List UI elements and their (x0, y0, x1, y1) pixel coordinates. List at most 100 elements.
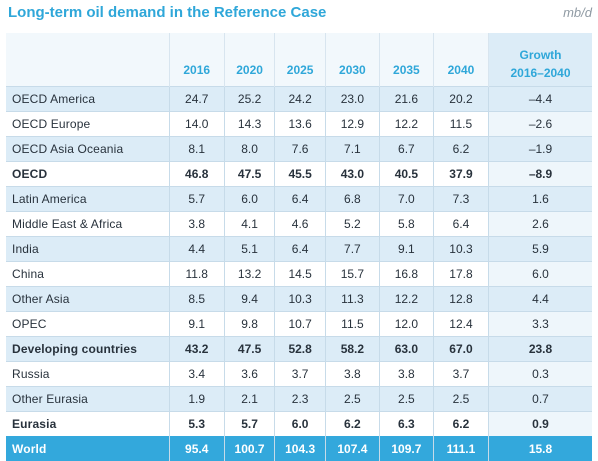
value-cell-2016: 4.4 (169, 237, 224, 262)
unit-label: mb/d (563, 3, 592, 23)
value-cell-2040: 111.1 (433, 437, 488, 461)
growth-header-line-2: 2016–2040 (489, 64, 592, 82)
value-cell-2025: 6.4 (275, 237, 326, 262)
region-cell: Russia (6, 362, 169, 387)
value-cell-2020: 5.1 (224, 237, 275, 262)
value-cell-2040: 3.7 (433, 362, 488, 387)
region-cell: Other Eurasia (6, 387, 169, 412)
value-cell-2025: 10.3 (275, 287, 326, 312)
growth-cell: 23.8 (489, 337, 592, 362)
value-cell-2030: 43.0 (325, 162, 379, 187)
value-cell-2040: 17.8 (433, 262, 488, 287)
value-cell-2030: 107.4 (325, 437, 379, 461)
value-cell-2025: 52.8 (275, 337, 326, 362)
growth-cell: 5.9 (489, 237, 592, 262)
value-cell-2035: 7.0 (379, 187, 433, 212)
value-cell-2035: 63.0 (379, 337, 433, 362)
growth-cell: 2.6 (489, 212, 592, 237)
value-cell-2025: 2.3 (275, 387, 326, 412)
value-cell-2030: 3.8 (325, 362, 379, 387)
value-cell-2040: 12.8 (433, 287, 488, 312)
value-cell-2020: 3.6 (224, 362, 275, 387)
growth-cell: 6.0 (489, 262, 592, 287)
year-header-2035: 2035 (379, 33, 433, 87)
value-cell-2035: 6.3 (379, 412, 433, 437)
value-cell-2016: 24.7 (169, 87, 224, 112)
growth-cell: 3.3 (489, 312, 592, 337)
value-cell-2035: 21.6 (379, 87, 433, 112)
value-cell-2040: 11.5 (433, 112, 488, 137)
region-cell: Latin America (6, 187, 169, 212)
value-cell-2035: 109.7 (379, 437, 433, 461)
region-cell: OECD Asia Oceania (6, 137, 169, 162)
value-cell-2020: 47.5 (224, 162, 275, 187)
value-cell-2016: 8.1 (169, 137, 224, 162)
value-cell-2020: 9.8 (224, 312, 275, 337)
region-cell: Eurasia (6, 412, 169, 437)
value-cell-2035: 12.2 (379, 287, 433, 312)
year-header-2016: 2016 (169, 33, 224, 87)
value-cell-2025: 13.6 (275, 112, 326, 137)
value-cell-2016: 95.4 (169, 437, 224, 461)
region-cell: OECD Europe (6, 112, 169, 137)
year-header-2020: 2020 (224, 33, 275, 87)
value-cell-2030: 58.2 (325, 337, 379, 362)
value-cell-2035: 40.5 (379, 162, 433, 187)
value-cell-2035: 9.1 (379, 237, 433, 262)
value-cell-2030: 15.7 (325, 262, 379, 287)
value-cell-2016: 5.3 (169, 412, 224, 437)
value-cell-2040: 6.4 (433, 212, 488, 237)
value-cell-2020: 25.2 (224, 87, 275, 112)
growth-cell: –2.6 (489, 112, 592, 137)
value-cell-2020: 9.4 (224, 287, 275, 312)
region-cell: World (6, 437, 169, 461)
value-cell-2016: 3.8 (169, 212, 224, 237)
value-cell-2030: 11.3 (325, 287, 379, 312)
value-cell-2035: 6.7 (379, 137, 433, 162)
year-header-2030: 2030 (325, 33, 379, 87)
value-cell-2040: 67.0 (433, 337, 488, 362)
value-cell-2020: 5.7 (224, 412, 275, 437)
value-cell-2035: 3.8 (379, 362, 433, 387)
growth-header-line-1: Growth (489, 46, 592, 64)
value-cell-2030: 6.2 (325, 412, 379, 437)
value-cell-2025: 45.5 (275, 162, 326, 187)
value-cell-2025: 6.4 (275, 187, 326, 212)
value-cell-2025: 104.3 (275, 437, 326, 461)
page: Long-term oil demand in the Reference Ca… (0, 0, 598, 451)
growth-cell: –4.4 (489, 87, 592, 112)
growth-cell: 0.3 (489, 362, 592, 387)
value-cell-2020: 6.0 (224, 187, 275, 212)
value-cell-2020: 100.7 (224, 437, 275, 461)
region-cell: OECD America (6, 87, 169, 112)
value-cell-2025: 14.5 (275, 262, 326, 287)
value-cell-2035: 2.5 (379, 387, 433, 412)
value-cell-2040: 7.3 (433, 187, 488, 212)
year-header-2040: 2040 (433, 33, 488, 87)
value-cell-2030: 11.5 (325, 312, 379, 337)
value-cell-2030: 7.7 (325, 237, 379, 262)
value-cell-2040: 12.4 (433, 312, 488, 337)
value-cell-2025: 6.0 (275, 412, 326, 437)
value-cell-2016: 3.4 (169, 362, 224, 387)
value-cell-2040: 10.3 (433, 237, 488, 262)
value-cell-2025: 10.7 (275, 312, 326, 337)
value-cell-2016: 14.0 (169, 112, 224, 137)
value-cell-2020: 8.0 (224, 137, 275, 162)
region-cell: OPEC (6, 312, 169, 337)
value-cell-2030: 12.9 (325, 112, 379, 137)
value-cell-2030: 23.0 (325, 87, 379, 112)
header-row: 2016 2020 2025 2030 2035 2040 Growth 201… (6, 33, 592, 87)
value-cell-2030: 6.8 (325, 187, 379, 212)
value-cell-2020: 13.2 (224, 262, 275, 287)
